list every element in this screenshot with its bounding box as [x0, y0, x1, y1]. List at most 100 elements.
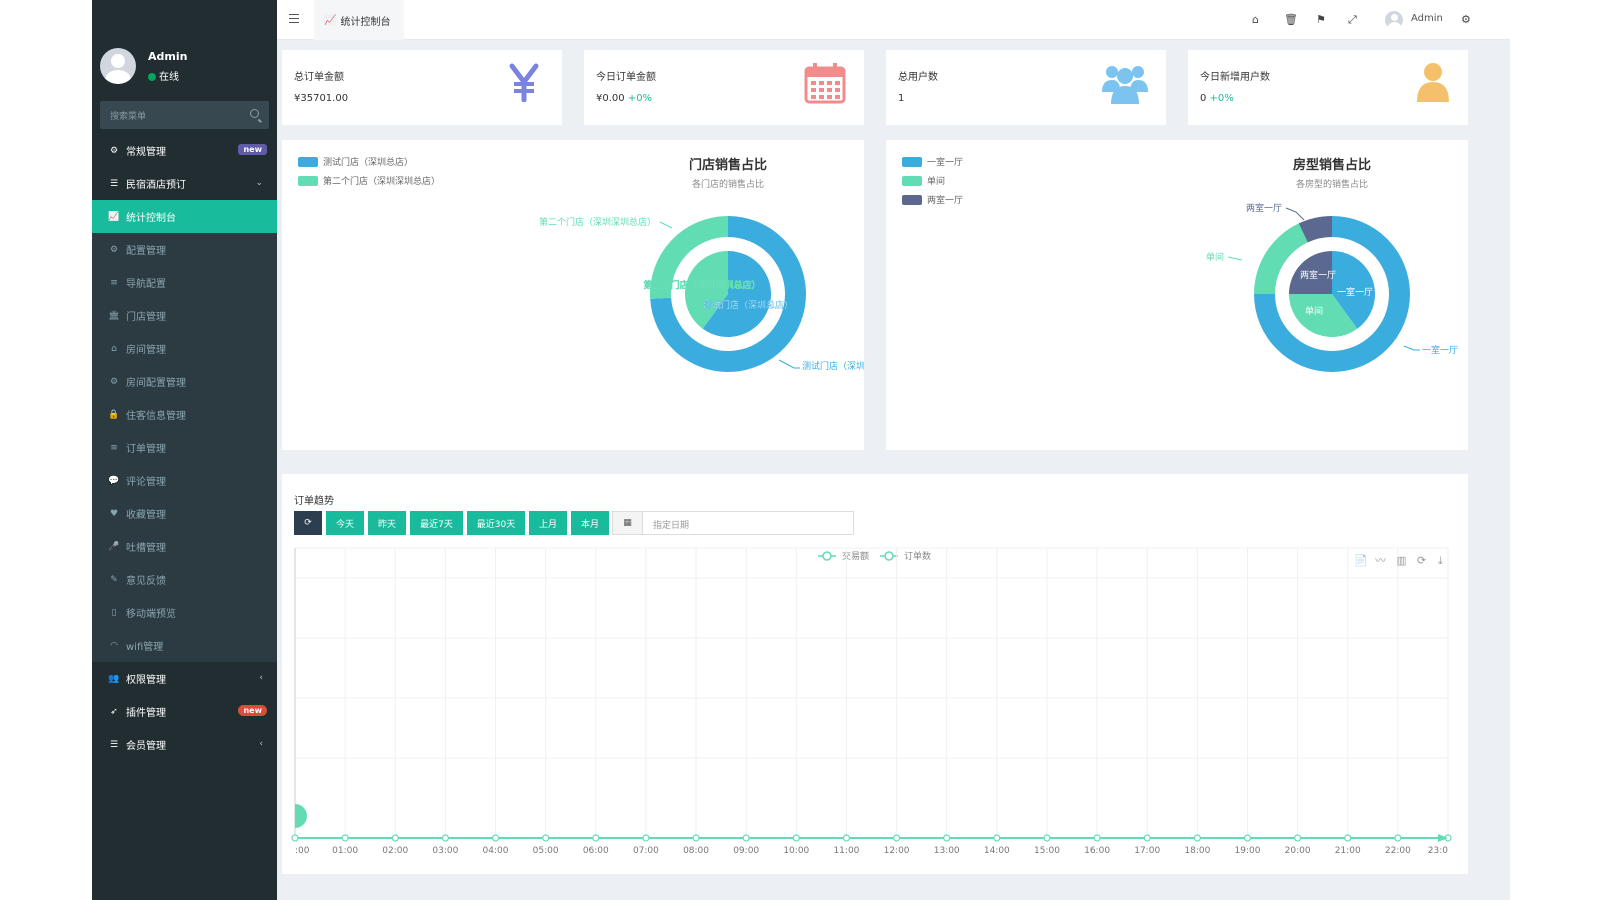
- data-point[interactable]: [892, 834, 901, 842]
- pie-slice[interactable]: [702, 251, 771, 337]
- sidebar-item[interactable]: ≡ 导航配置: [92, 266, 277, 299]
- chevron-left-icon[interactable]: ‹: [259, 673, 263, 683]
- filter-this-month-button[interactable]: 本月: [571, 511, 609, 535]
- legend-marker[interactable]: [884, 551, 894, 561]
- sidebar-item[interactable]: ▯ 移动端预览: [92, 596, 277, 629]
- tab-dashboard[interactable]: 📈 统计控制台: [314, 0, 404, 40]
- data-point[interactable]: [1344, 834, 1352, 842]
- chevron-left-icon[interactable]: ‹: [259, 739, 263, 749]
- search-input[interactable]: 搜索菜单: [110, 112, 147, 122]
- sidebar-item[interactable]: ⚙ 房间配置管理: [92, 365, 277, 398]
- fullscreen-icon[interactable]: ⤢: [1348, 13, 1357, 26]
- sidebar-item[interactable]: 🔒 住客信息管理: [92, 398, 277, 431]
- data-point[interactable]: [1143, 834, 1151, 842]
- sidebar-item[interactable]: ⚙ 常规管理 new: [92, 134, 277, 167]
- stat-value-text: ¥0.00: [596, 93, 628, 104]
- zoom-handle-right[interactable]: [1438, 834, 1448, 842]
- store-legend: 测试门店（深圳总店） 第二个门店（深圳深圳总店）: [298, 152, 440, 190]
- x-tick-label: 16:00: [1084, 846, 1110, 856]
- filter-7days-button[interactable]: 最近7天: [410, 511, 463, 535]
- data-point[interactable]: [692, 834, 700, 842]
- pie-slice[interactable]: [1254, 223, 1308, 294]
- pie-slice[interactable]: [1298, 216, 1332, 243]
- sidebar-item[interactable]: ◠ wifi管理: [92, 629, 277, 662]
- filter-yesterday-button[interactable]: 昨天: [368, 511, 406, 535]
- data-point[interactable]: [742, 834, 750, 842]
- legend-marker[interactable]: [822, 551, 832, 561]
- language-icon[interactable]: ⚑: [1316, 13, 1326, 26]
- data-point[interactable]: [842, 834, 851, 842]
- sidebar-item[interactable]: ☰ 会员管理 ‹: [92, 728, 277, 761]
- data-point[interactable]: [1243, 834, 1252, 842]
- user-status-text: 在线: [159, 72, 179, 83]
- chevron-down-icon[interactable]: ⌄: [255, 178, 263, 188]
- refresh-button[interactable]: ⟳: [294, 511, 322, 535]
- pie-slice[interactable]: [650, 216, 728, 299]
- legend-item[interactable]: 一室一厅: [902, 152, 963, 171]
- legend-item[interactable]: 第二个门店（深圳深圳总店）: [298, 171, 440, 190]
- sidebar-item[interactable]: 🏛 门店管理: [92, 299, 277, 332]
- sidebar-item[interactable]: 👥 权限管理 ‹: [92, 662, 277, 695]
- legend-label: 两室一厅: [927, 196, 964, 206]
- data-point[interactable]: [291, 834, 299, 842]
- filter-30days-button[interactable]: 最近30天: [467, 511, 525, 535]
- sidebar-item[interactable]: ☰ 民宿酒店预订 ⌄: [92, 167, 277, 200]
- filter-last-month-button[interactable]: 上月: [529, 511, 567, 535]
- chart-icon: 📈: [324, 14, 337, 26]
- legend-label: 一室一厅: [927, 158, 964, 168]
- restore-icon: ⟳: [1417, 554, 1426, 567]
- header-avatar[interactable]: [1385, 11, 1403, 29]
- data-point[interactable]: [943, 834, 951, 842]
- sidebar-item[interactable]: ⚙ 配置管理: [92, 233, 277, 266]
- data-point[interactable]: [542, 834, 550, 842]
- data-point[interactable]: [1294, 834, 1302, 842]
- sidebar-item[interactable]: ✎ 意见反馈: [92, 563, 277, 596]
- data-point[interactable]: [1394, 834, 1402, 842]
- sidebar-item[interactable]: 💬 评论管理: [92, 464, 277, 497]
- settings-icon[interactable]: ⚙: [1461, 13, 1471, 26]
- room-sales-panel: 一室一厅 单间 两室一厅 房型销售占比 各房型的销售占比 两室一厅 单间 一室一厅两…: [886, 140, 1468, 450]
- date-input[interactable]: 指定日期: [653, 521, 690, 531]
- data-point[interactable]: [1193, 834, 1201, 842]
- sidebar-item[interactable]: 🎤 吐槽管理: [92, 530, 277, 563]
- sidebar-item[interactable]: 📈 统计控制台: [92, 200, 277, 233]
- filter-today-button[interactable]: 今天: [326, 511, 364, 535]
- sidebar-item[interactable]: ≡ 订单管理: [92, 431, 277, 464]
- header-user-name[interactable]: Admin: [1411, 13, 1443, 24]
- pie-slice[interactable]: [685, 251, 728, 329]
- zoom-handle-left[interactable]: [295, 804, 307, 828]
- avatar: [100, 48, 136, 84]
- pie-slice[interactable]: [1289, 251, 1332, 294]
- menu-toggle-icon[interactable]: [289, 14, 299, 23]
- calendar-icon[interactable]: ▦: [613, 512, 643, 534]
- data-point[interactable]: [993, 834, 1001, 842]
- sidebar-item[interactable]: ⌂ 房间管理: [92, 332, 277, 365]
- sidebar-item[interactable]: ➶ 插件管理 new: [92, 695, 277, 728]
- legend-item[interactable]: 单间: [902, 171, 963, 190]
- home-icon[interactable]: ⌂: [1252, 13, 1259, 26]
- data-point[interactable]: [341, 834, 349, 842]
- stat-pct: +0%: [1209, 93, 1234, 104]
- legend-item[interactable]: 两室一厅: [902, 190, 963, 209]
- data-point[interactable]: [1093, 834, 1101, 842]
- list-icon: ☰: [109, 178, 119, 189]
- data-point[interactable]: [441, 834, 449, 842]
- sidebar-item[interactable]: ♥ 收藏管理: [92, 497, 277, 530]
- sidebar-item-label: 门店管理: [126, 312, 166, 323]
- stat-value-text: 1: [898, 93, 905, 104]
- legend-item[interactable]: 测试门店（深圳总店）: [298, 152, 440, 171]
- pie-slice[interactable]: [1332, 251, 1375, 329]
- data-point[interactable]: [592, 834, 600, 842]
- data-point[interactable]: [792, 834, 800, 842]
- menu-search[interactable]: 搜索菜单: [100, 101, 269, 129]
- date-picker[interactable]: ▦ 指定日期: [612, 511, 854, 535]
- group-icon: 👥: [108, 673, 120, 684]
- pie-slice[interactable]: [1289, 294, 1358, 337]
- data-point[interactable]: [642, 834, 650, 842]
- trash-icon[interactable]: 🗑: [1284, 13, 1298, 26]
- search-icon[interactable]: [250, 109, 259, 118]
- data-point[interactable]: [391, 834, 399, 842]
- data-point[interactable]: [1043, 834, 1051, 842]
- data-point[interactable]: [491, 834, 500, 842]
- list-icon: ☰: [109, 739, 119, 750]
